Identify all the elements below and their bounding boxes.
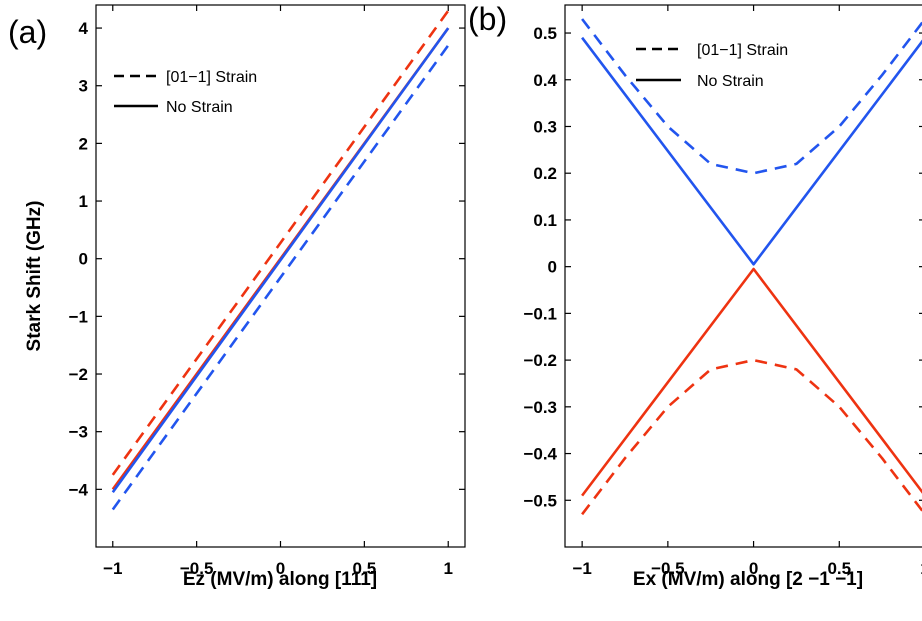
panel-b-xtick-label: −0.5 — [651, 559, 685, 578]
panel-a-series-dashed-0 — [111, 10, 450, 476]
panel-a-label: (a) — [8, 14, 47, 50]
panel-a-xlabel: Ez (MV/m) along [111] — [183, 569, 377, 590]
panel-a-ytick-label: 4 — [79, 19, 89, 38]
panel-b-legend-no-strain: No Strain — [697, 73, 764, 90]
panel-b-legend-strain: [01−1] Strain — [697, 42, 788, 59]
panel-b-series — [581, 18, 922, 516]
panel-b-ytick-label: −0.2 — [523, 351, 557, 370]
panel-a-ytick-label: 0 — [79, 250, 88, 269]
panel-b-ytick-label: −0.4 — [523, 445, 557, 464]
panel-b-series-dashed-3 — [581, 358, 922, 516]
panel-a-series — [111, 10, 450, 511]
panel-b-ytick-label: 0.2 — [533, 164, 557, 183]
panel-b-ticks: −1 −0.5 0 0.5 1 −0.5 −0.4 −0.3 −0.2 −0.1 0 0.1 0.2 0.… — [523, 5, 922, 578]
panel-b-ytick-label: 0 — [548, 258, 557, 277]
panel-a-ytick-label: 3 — [79, 77, 88, 96]
panel-a-xtick-label: −1 — [103, 559, 122, 578]
panel-a-xtick-label: 0 — [276, 559, 285, 578]
panel-a-ytick-label: 1 — [79, 192, 88, 211]
panel-b-ytick-label: −0.3 — [523, 398, 557, 417]
panel-a-xtick-label: −0.5 — [180, 559, 214, 578]
panel-a-legend: [01−1] Strain No Strain — [114, 69, 257, 116]
panel-a-ytick-label: 2 — [79, 134, 88, 153]
panel-b-xlabel: Ex (MV/m) along [2 −1 −1] — [633, 569, 863, 590]
panel-b-axes-box — [564, 4, 922, 548]
panel-b-series-solid-2 — [581, 267, 922, 497]
panel-b-legend: [01−1] Strain No Strain — [636, 42, 788, 90]
panel-b-ytick-label: 0.4 — [533, 71, 557, 90]
panel-b: (b) −1 −0.5 0 0.5 1 −0.5 −0.4 −0.3 −0.2 −0.1 0 0.1 0… — [468, 1, 922, 590]
panel-a-legend-no-strain: No Strain — [166, 99, 233, 116]
panel-b-ytick-label: 0.1 — [533, 211, 557, 230]
panel-a-xtick-label: 1 — [443, 559, 452, 578]
panel-b-ytick-label: −0.5 — [523, 491, 557, 510]
panel-b-ytick-label: 0.3 — [533, 117, 557, 136]
panel-a-ytick-label: −1 — [69, 307, 88, 326]
panel-a-ytick-label: −2 — [69, 365, 88, 384]
panel-a-ytick-label: −3 — [69, 423, 88, 442]
panel-b-ytick-label: −0.1 — [523, 304, 557, 323]
panel-b-xtick-label: −1 — [572, 559, 591, 578]
panel-b-series-dashed-0 — [581, 18, 922, 175]
panel-a-series-solid-3 — [111, 27, 450, 493]
panel-a-legend-strain: [01−1] Strain — [166, 69, 257, 86]
panel-b-xtick-label: 1 — [920, 559, 922, 578]
panel-a: (a) −1 −0.5 0 0.5 1 −4 −3 −2 −1 0 1 2 3 4 [01−1] Stra… — [8, 4, 466, 590]
panel-b-ytick-label: 0.5 — [533, 24, 557, 43]
panel-b-xtick-label: 0.5 — [827, 559, 851, 578]
panel-a-xtick-label: 0.5 — [353, 559, 377, 578]
panel-a-ytick-label: −4 — [69, 480, 89, 499]
panel-a-ticks: −1 −0.5 0 0.5 1 −4 −3 −2 −1 0 1 2 3 4 — [69, 5, 465, 578]
panel-b-xtick-label: 0 — [749, 559, 758, 578]
panel-a-series-dashed-1 — [111, 44, 450, 511]
panel-b-series-solid-1 — [581, 36, 922, 266]
panel-a-ylabel: Stark Shift (GHz) — [24, 201, 45, 352]
panel-b-label: (b) — [468, 1, 507, 37]
